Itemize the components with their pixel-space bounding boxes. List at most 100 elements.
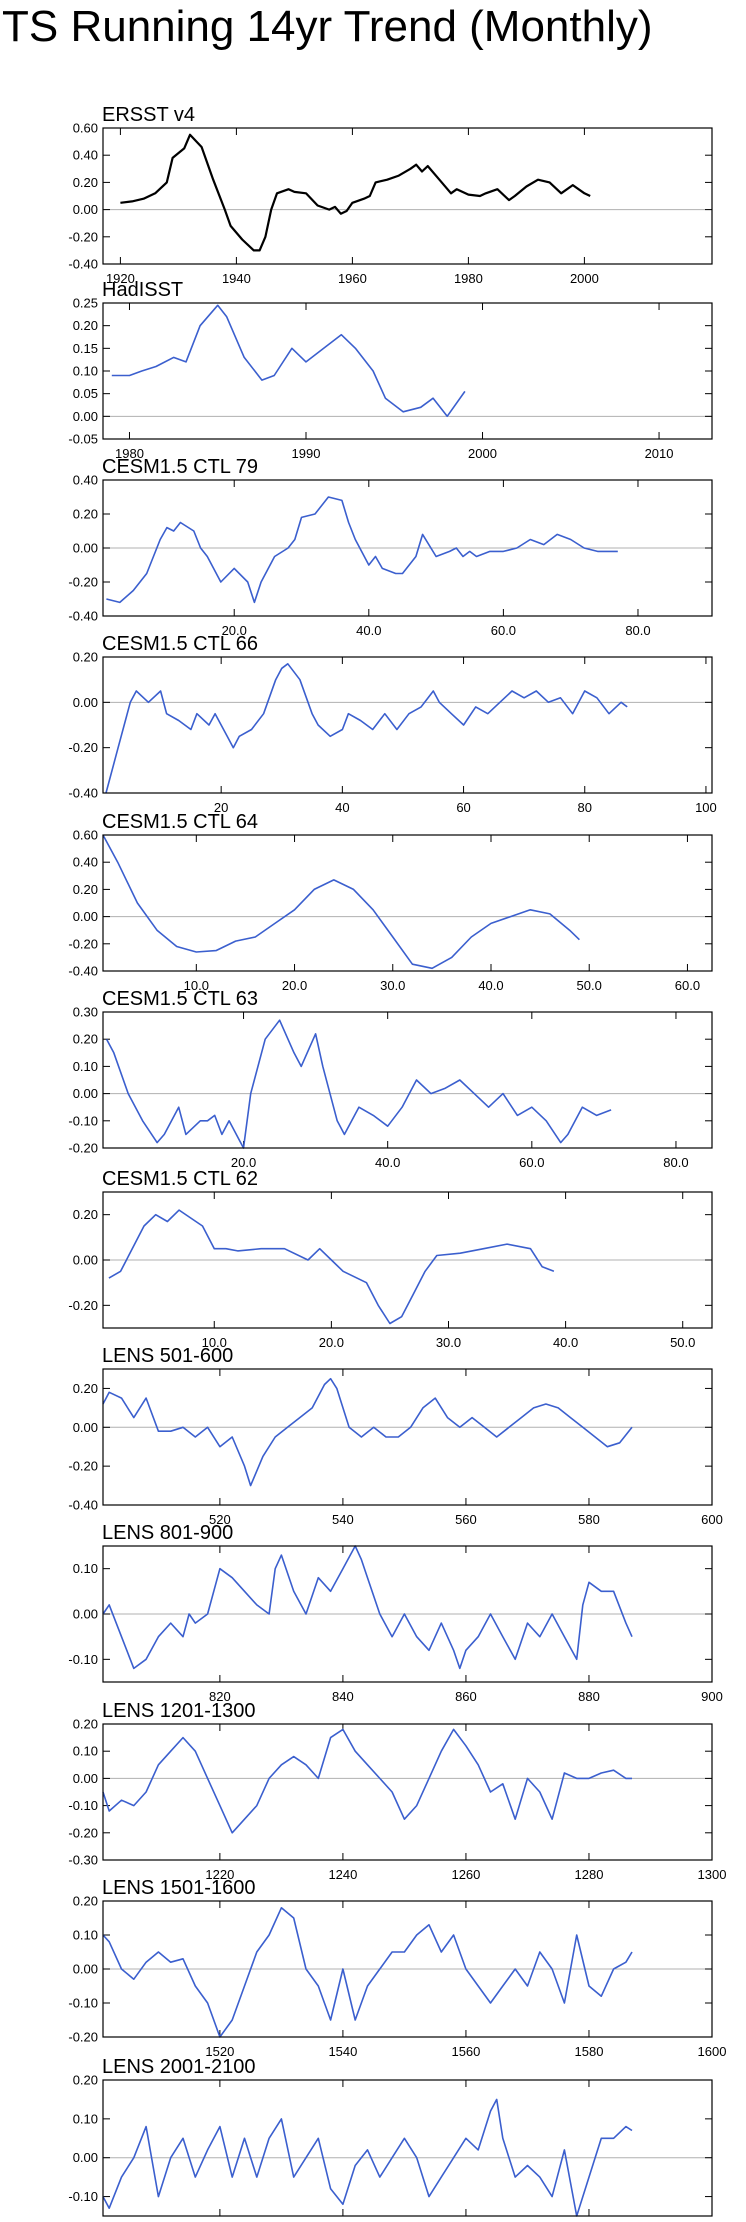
y-tick-label: 0.10 [73,364,98,379]
y-tick-label: -0.20 [68,936,98,951]
y-tick-label: 0.20 [73,650,98,665]
chart-panel-6: CESM1.5 CTL 63 -0.20 -0.10 0.00 0.10 0.20 0.30… [68,988,713,1170]
x-tick-label: 40 [335,800,349,815]
y-tick-label: 0.00 [73,909,98,924]
y-tick-label: -0.10 [68,1113,98,1128]
y-tick-label: 0.00 [73,2150,98,2165]
x-tick-label: 80.0 [663,1155,688,1170]
x-tick-label: 900 [701,1689,723,1704]
y-tick-label: -0.10 [68,1798,98,1813]
x-tick-label: 1560 [451,2044,480,2059]
plot-frame [102,1900,713,2038]
panel-title: LENS 1201-1300 [102,1700,255,1722]
x-tick-label: 20.0 [319,1335,344,1350]
chart-panel-9: LENS 801-900 -0.10 0.00 0.10 820 840 860 880 900 [68,1522,722,1704]
chart-panel-2: HadISST -0.05 0.00 0.05 0.10 0.15 0.20 0.25 1980… [68,279,713,461]
x-tick-label: 60 [456,800,470,815]
plot-frame [102,2079,713,2217]
x-tick-label: 1300 [698,1867,727,1882]
y-tick-label: 0.10 [73,1928,98,1943]
chart-panel-7: CESM1.5 CTL 62 -0.20 0.00 0.20 10.0 20.0 30.0 4… [68,1168,713,1350]
x-tick-label: 1980 [115,446,144,461]
chart-panel-12: LENS 2001-2100-0.100.000.100.20202020402… [68,2056,713,2217]
y-tick-label: 0.40 [73,473,98,488]
series-line-1 [106,496,618,604]
series-line-1 [105,662,628,794]
y-tick-label: -0.40 [68,786,98,801]
x-tick-label: 50.0 [670,1335,695,1350]
x-tick-label: 60.0 [519,1155,544,1170]
panel-title: LENS 2001-2100 [102,2056,255,2078]
x-tick-label: 600 [701,1512,723,1527]
x-tick-label: 40.0 [553,1335,578,1350]
y-tick-label: 0.20 [73,1894,98,1909]
chart-panel-8: LENS 501-600 -0.40 -0.20 0.00 0.20 520 540 560 5… [68,1345,722,1527]
y-tick-label: 0.20 [73,1717,98,1732]
y-tick-label: 0.20 [73,1207,98,1222]
x-tick-label: 580 [578,1512,600,1527]
plot-frame [102,1191,713,1329]
x-tick-label: 540 [332,1512,354,1527]
x-tick-label: 840 [332,1689,354,1704]
x-tick-label: 860 [455,1689,477,1704]
y-tick-label: 0.20 [73,2073,98,2088]
chart-panel-10: LENS 1201-1300 -0.30 -0.20 -0.10 0.00 0.10 0.2… [68,1700,726,1882]
y-tick-label: -0.30 [68,1853,98,1868]
series-line-1 [102,1545,633,1670]
x-tick-label: 20.0 [231,1155,256,1170]
x-tick-label: 40.0 [356,623,381,638]
y-tick-label: 0.00 [73,1253,98,1268]
y-tick-label: 0.30 [73,1005,98,1020]
x-tick-label: 30.0 [380,978,405,993]
main-title: TS Running 14yr Trend (Monthly) [2,2,653,51]
x-tick-label: 2000 [468,446,497,461]
chart-panel-3: CESM1.5 CTL 79 -0.40 -0.20 0.00 0.20 0.40 20.0… [68,456,713,638]
y-tick-label: 0.00 [73,1420,98,1435]
x-tick-label: 1280 [575,1867,604,1882]
plot-frame [102,1368,713,1506]
y-tick-label: 0.00 [73,1607,98,1622]
x-tick-label: 20.0 [282,978,307,993]
x-tick-label: 1580 [575,2044,604,2059]
x-tick-label: 820 [209,1689,231,1704]
y-tick-label: -0.20 [68,740,98,755]
x-tick-label: 60.0 [675,978,700,993]
y-tick-label: -0.20 [68,2030,98,2045]
y-tick-label: 0.20 [73,507,98,522]
chart-panel-1: ERSST v4 -0.40 -0.20 0.00 0.20 0.40 0.60 1920 19… [68,104,713,286]
y-tick-label: 0.00 [73,695,98,710]
y-tick-label: 0.10 [73,1561,98,1576]
plot-frame [102,127,713,265]
x-tick-label: 1960 [338,271,367,286]
x-tick-label: 1220 [205,1867,234,1882]
x-tick-label: 20 [214,800,228,815]
y-tick-label: 0.20 [73,175,98,190]
y-tick-label: -0.40 [68,609,98,624]
series-line-1 [111,304,466,418]
y-tick-label: 0.00 [73,541,98,556]
x-tick-label: 2000 [570,271,599,286]
y-tick-label: -0.10 [68,2189,98,2204]
y-tick-label: 0.00 [73,1771,98,1786]
y-tick-label: -0.20 [68,229,98,244]
x-tick-label: 2010 [645,446,674,461]
chart-panel-11: LENS 1501-1600 -0.20 -0.10 0.00 0.10 0.20 1520… [68,1877,726,2059]
y-tick-label: 0.00 [73,1962,98,1977]
y-tick-label: 0.60 [73,121,98,136]
y-tick-label: -0.40 [68,257,98,272]
y-tick-label: -0.40 [68,1498,98,1513]
panel-title: CESM1.5 CTL 66 [102,633,258,655]
x-tick-label: 1520 [205,2044,234,2059]
y-tick-label: 0.60 [73,828,98,843]
x-tick-label: 40.0 [478,978,503,993]
x-tick-label: 1600 [698,2044,727,2059]
panel-title: CESM1.5 CTL 64 [102,811,258,833]
x-tick-label: 50.0 [577,978,602,993]
y-tick-label: 0.20 [73,1381,98,1396]
y-tick-label: 0.00 [73,1086,98,1101]
plot-frame [102,834,713,972]
plot-frame [102,1723,713,1861]
x-tick-label: 1920 [106,271,135,286]
series-line-1 [102,2098,633,2217]
